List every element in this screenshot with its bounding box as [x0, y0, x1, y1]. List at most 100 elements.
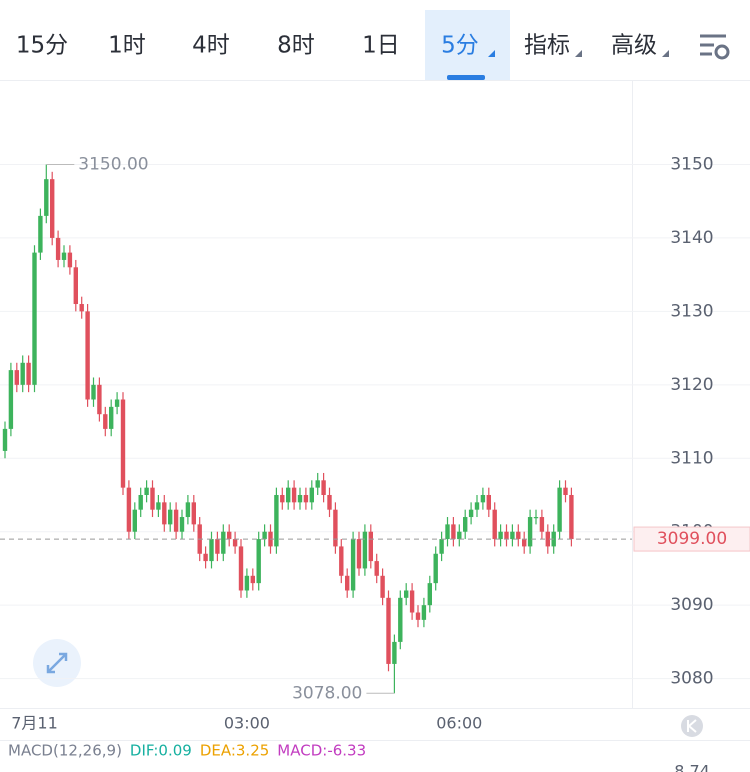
candle-body: [291, 487, 297, 503]
candle-body: [362, 531, 368, 569]
x-tick-label: 7月11: [11, 714, 58, 733]
candle-body: [221, 531, 226, 554]
candle-body: [297, 494, 303, 503]
tab[interactable]: 指标: [524, 33, 570, 59]
candle-body: [150, 487, 155, 510]
candle-body: [321, 480, 326, 495]
tab[interactable]: 5分: [441, 33, 479, 59]
candle-body: [386, 597, 391, 664]
candle-body: [20, 362, 25, 385]
candle-body: [67, 252, 73, 268]
dropdown-triangle: [575, 50, 582, 57]
candle-body: [44, 179, 49, 216]
candle-body: [409, 590, 415, 613]
x-tick-label: 03:00: [224, 714, 270, 733]
y-tick-label: 3090: [670, 595, 713, 615]
last-price-label: 3099.00: [657, 529, 727, 549]
candle-body: [539, 517, 545, 532]
candle-body: [368, 531, 373, 562]
selected-tab-indicator: [447, 75, 485, 80]
candle-body: [168, 509, 173, 525]
candle-body: [445, 524, 450, 540]
candle-body: [120, 399, 126, 488]
candle-body: [480, 494, 486, 503]
candle-body: [527, 517, 533, 547]
candle-body: [545, 531, 550, 547]
tab[interactable]: 4时: [192, 33, 230, 59]
settings-icon[interactable]: [700, 34, 730, 60]
y-tick-label: 3140: [670, 228, 713, 248]
indicator-label: DIF:0.09: [130, 742, 192, 760]
y-tick-label: 3080: [670, 669, 713, 689]
annotation-label: 3078.00: [292, 683, 362, 703]
candle-body: [345, 575, 350, 591]
candle-body: [439, 539, 444, 554]
candle-body: [392, 641, 397, 664]
candle-body: [238, 546, 244, 591]
candle-body: [463, 517, 468, 532]
indicator-label: DEA:3.25: [200, 742, 269, 760]
tab[interactable]: 15分: [16, 33, 68, 59]
k-button[interactable]: [681, 715, 703, 737]
candle-body: [191, 502, 196, 525]
candle-body: [522, 539, 527, 547]
tab[interactable]: 高级: [611, 33, 657, 59]
candle-body: [256, 539, 261, 584]
candle-body: [468, 509, 474, 518]
candle-body: [73, 267, 78, 305]
candle-body: [173, 509, 179, 532]
y-tick-label: 3110: [670, 448, 713, 468]
expand-button[interactable]: [33, 639, 81, 687]
candle-body: [498, 531, 503, 540]
candle-body: [504, 531, 509, 540]
candle-body: [55, 237, 61, 260]
candle-body: [227, 531, 232, 540]
candle-body: [144, 487, 149, 495]
candle-body: [179, 517, 185, 532]
candle-body: [427, 583, 432, 606]
candle-body: [114, 399, 120, 407]
candle-body: [404, 590, 409, 598]
candle-body: [380, 575, 385, 598]
dropdown-triangle: [488, 50, 495, 57]
last-price-box: [633, 526, 750, 552]
candle-body: [433, 553, 438, 584]
candle-body: [162, 502, 167, 525]
tab[interactable]: 8时: [277, 33, 315, 59]
tab[interactable]: 1日: [362, 33, 400, 59]
y-tick-label: 3150: [670, 154, 713, 174]
annotation-label: 3150.00: [78, 154, 148, 174]
candle-body: [126, 487, 132, 532]
dropdown-triangle: [662, 50, 669, 57]
candle-body: [203, 553, 208, 562]
candle-body: [451, 524, 456, 540]
candle-body: [374, 561, 379, 576]
candle-body: [569, 494, 574, 540]
candle-body: [356, 539, 362, 569]
candle-body: [333, 509, 338, 547]
candle-body: [156, 502, 161, 510]
candle-body: [510, 531, 515, 540]
candle-body: [14, 370, 19, 385]
tab[interactable]: 1时: [108, 33, 146, 59]
candle-body: [209, 539, 214, 562]
tab-bar: [0, 0, 750, 80]
selected-tab-bg: [425, 10, 510, 80]
indicator-axis-label: 8.74: [674, 762, 710, 772]
candle-body: [280, 494, 285, 503]
candle-body: [26, 362, 31, 385]
candle-body: [132, 509, 137, 532]
candle-body: [185, 502, 191, 518]
candle-body: [38, 215, 43, 253]
candle-body: [97, 384, 102, 415]
candle-body: [398, 597, 403, 642]
indicator-label: MACD(12,26,9): [8, 742, 122, 760]
candle-body: [85, 311, 90, 400]
candle-body: [516, 531, 521, 540]
candle-body: [350, 539, 356, 591]
candle-body: [303, 494, 309, 503]
candle-body: [486, 494, 491, 510]
candle-body: [2, 428, 8, 451]
candle-body: [327, 494, 332, 510]
